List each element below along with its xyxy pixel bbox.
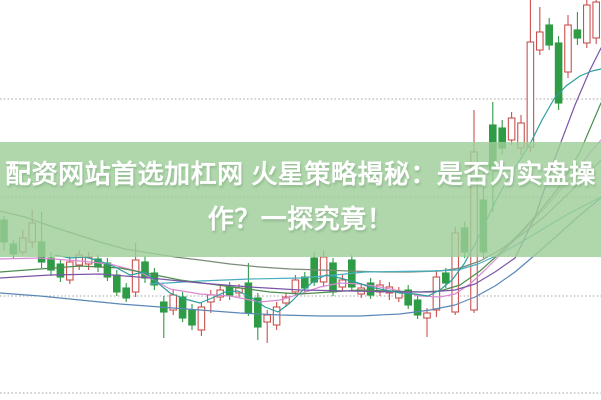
candle-down bbox=[56, 260, 65, 282]
candle-body bbox=[526, 41, 535, 148]
candle-body bbox=[282, 296, 290, 304]
candle-down bbox=[366, 278, 375, 299]
headline-line-1: 配资网站首选加杠网 火星策略揭秘：是否为实盘操 bbox=[5, 159, 596, 189]
candle-up bbox=[526, 0, 535, 152]
headline-banner: 配资网站首选加杠网 火星策略揭秘：是否为实盘操 作？一探究竟！ bbox=[0, 142, 601, 257]
candle-body bbox=[263, 314, 272, 323]
candle-up bbox=[507, 112, 516, 145]
candle-body bbox=[84, 256, 93, 265]
candle-body bbox=[573, 29, 582, 39]
candle-body bbox=[254, 297, 262, 328]
candle-down bbox=[103, 258, 112, 281]
candle-body bbox=[272, 306, 281, 326]
candle-up bbox=[207, 290, 215, 313]
candle-down bbox=[413, 295, 422, 319]
candle-up bbox=[535, 7, 544, 55]
candle-body bbox=[423, 312, 431, 319]
candle-body bbox=[404, 289, 413, 306]
candle-body bbox=[535, 31, 544, 51]
candle-down bbox=[160, 296, 168, 338]
candle-body bbox=[216, 289, 224, 298]
candle-up bbox=[394, 287, 403, 302]
candle-body bbox=[507, 117, 516, 141]
candle-up bbox=[272, 302, 281, 330]
candle-down bbox=[545, 18, 554, 50]
candle-up bbox=[582, 0, 591, 48]
candle-down bbox=[122, 283, 130, 302]
candle-body bbox=[413, 299, 422, 316]
candle-body bbox=[66, 261, 74, 281]
candle-body bbox=[188, 309, 196, 326]
candle-down bbox=[404, 285, 413, 309]
candle-body bbox=[291, 279, 300, 293]
candle-body bbox=[582, 4, 591, 44]
ma-longest-blue-line bbox=[0, 197, 601, 317]
candle-body bbox=[545, 24, 554, 46]
candle-down bbox=[113, 270, 121, 296]
candle-body bbox=[131, 259, 140, 293]
candle-up bbox=[423, 308, 431, 337]
candle-down bbox=[554, 36, 563, 110]
candle-body bbox=[564, 24, 572, 73]
candle-body bbox=[113, 274, 121, 293]
candle-up bbox=[169, 290, 177, 315]
candle-body bbox=[366, 282, 375, 296]
candle-body bbox=[197, 306, 206, 331]
candle-down bbox=[573, 12, 582, 45]
candle-down bbox=[254, 293, 262, 340]
candle-body bbox=[441, 272, 450, 284]
candle-body bbox=[122, 287, 130, 299]
candle-up bbox=[592, 0, 601, 44]
candle-body bbox=[169, 294, 177, 311]
candle-body bbox=[103, 262, 112, 278]
candle-down bbox=[188, 304, 196, 330]
candle-up bbox=[197, 302, 206, 336]
candle-body bbox=[178, 296, 187, 319]
candle-body bbox=[47, 257, 55, 271]
candle-body bbox=[592, 1, 601, 39]
candle-down bbox=[178, 292, 187, 322]
candle-body bbox=[56, 263, 65, 278]
candle-body bbox=[554, 42, 563, 104]
headline-line-2: 作？一探究竟！ bbox=[207, 204, 394, 234]
candle-down bbox=[141, 256, 149, 283]
candle-up bbox=[66, 256, 74, 284]
candle-up bbox=[564, 15, 572, 78]
